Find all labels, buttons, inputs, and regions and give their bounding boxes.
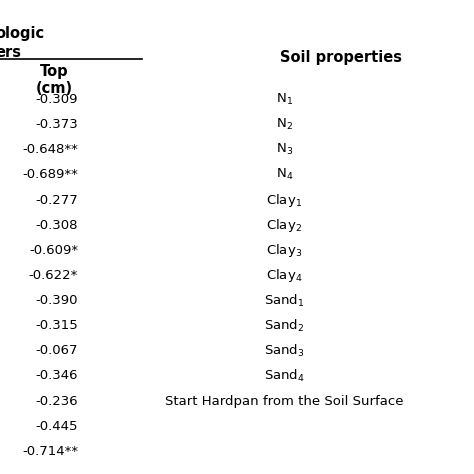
Text: ers: ers xyxy=(0,45,21,60)
Text: -0.445: -0.445 xyxy=(36,419,78,433)
Text: -0.236: -0.236 xyxy=(36,394,78,408)
Text: -0.648**: -0.648** xyxy=(22,143,78,156)
Text: -0.689**: -0.689** xyxy=(22,168,78,182)
Text: Sand$_3$: Sand$_3$ xyxy=(264,343,305,359)
Text: -0.714**: -0.714** xyxy=(22,445,78,458)
Text: -0.609*: -0.609* xyxy=(29,244,78,257)
Text: Soil properties: Soil properties xyxy=(280,50,402,65)
Text: Sand$_2$: Sand$_2$ xyxy=(264,318,305,334)
Text: Top
(cm): Top (cm) xyxy=(36,64,73,96)
Text: -0.315: -0.315 xyxy=(36,319,78,332)
Text: ologic: ologic xyxy=(0,26,45,41)
Text: Clay$_3$: Clay$_3$ xyxy=(266,242,302,259)
Text: -0.622*: -0.622* xyxy=(29,269,78,282)
Text: Sand$_4$: Sand$_4$ xyxy=(264,368,305,384)
Text: Clay$_1$: Clay$_1$ xyxy=(266,191,302,209)
Text: Clay$_2$: Clay$_2$ xyxy=(266,217,302,234)
Text: N$_2$: N$_2$ xyxy=(276,117,293,132)
Text: -0.277: -0.277 xyxy=(36,193,78,207)
Text: Start Hardpan from the Soil Surface: Start Hardpan from the Soil Surface xyxy=(165,394,404,408)
Text: -0.390: -0.390 xyxy=(36,294,78,307)
Text: N$_4$: N$_4$ xyxy=(276,167,293,182)
Text: Sand$_1$: Sand$_1$ xyxy=(264,292,305,309)
Text: -0.346: -0.346 xyxy=(36,369,78,383)
Text: N$_3$: N$_3$ xyxy=(276,142,293,157)
Text: -0.308: -0.308 xyxy=(36,219,78,232)
Text: N$_1$: N$_1$ xyxy=(276,92,293,107)
Text: Clay$_4$: Clay$_4$ xyxy=(266,267,302,284)
Text: -0.067: -0.067 xyxy=(36,344,78,357)
Text: -0.373: -0.373 xyxy=(36,118,78,131)
Text: -0.309: -0.309 xyxy=(36,93,78,106)
